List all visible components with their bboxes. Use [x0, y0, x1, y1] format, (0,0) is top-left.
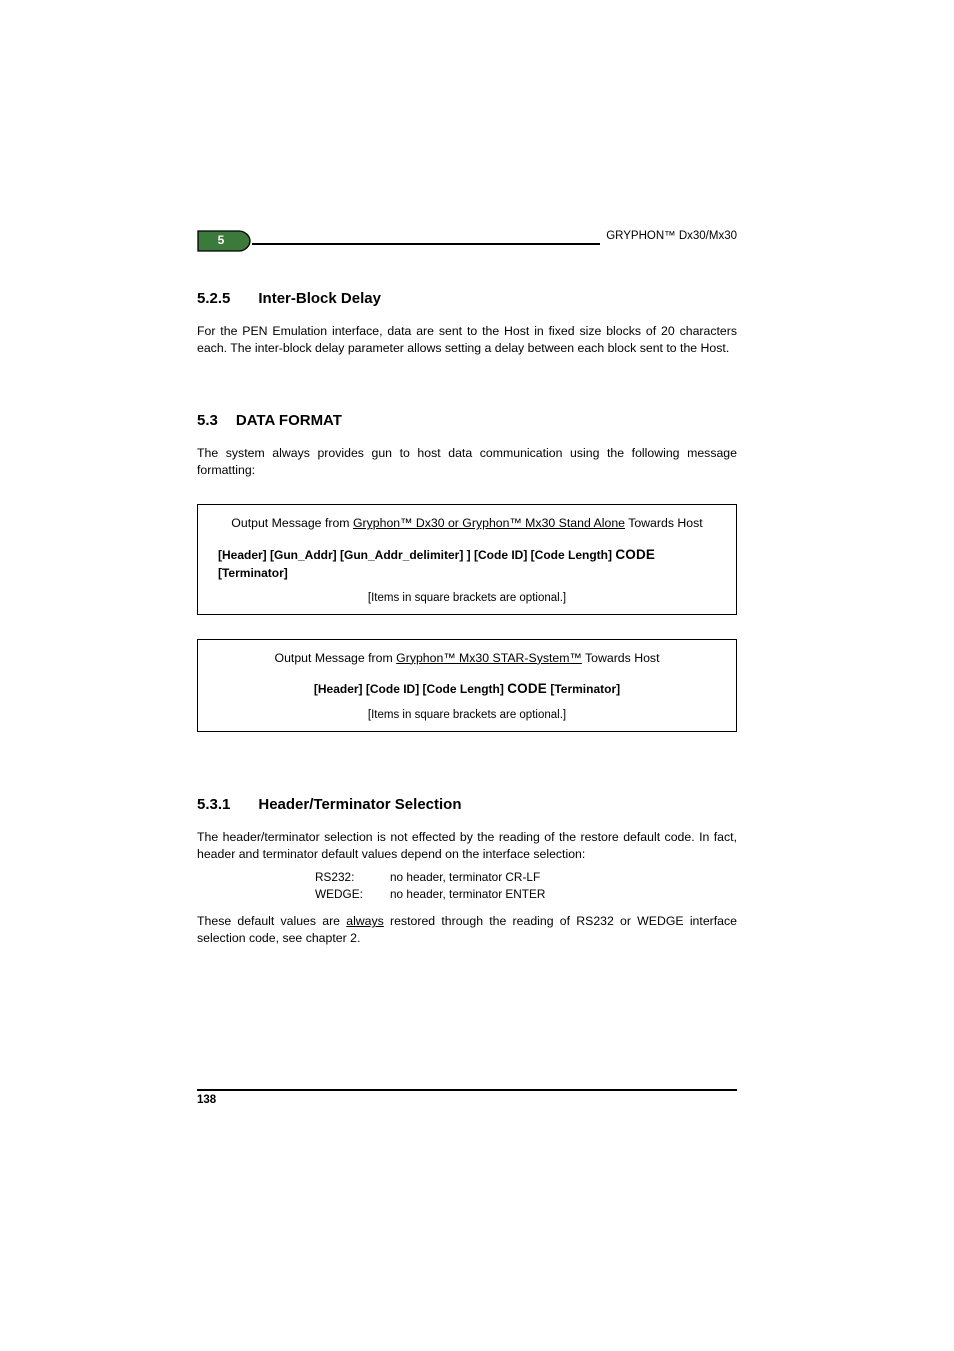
page-header: 5 GRYPHON™ Dx30/Mx30	[197, 230, 737, 252]
heading-number: 5.2.5	[197, 290, 230, 307]
paragraph-53-intro: The system always provides gun to host d…	[197, 445, 737, 478]
box2-note: [Items in square brackets are optional.]	[212, 709, 722, 721]
box2-title-link: Gryphon™ Mx30 STAR-System™	[396, 651, 582, 665]
defaults-label: WEDGE:	[315, 887, 390, 901]
chapter-badge: 5	[197, 230, 252, 252]
box1-note: [Items in square brackets are optional.]	[212, 592, 722, 604]
defaults-value: no header, terminator CR-LF	[390, 870, 540, 884]
message-box-2: Output Message from Gryphon™ Mx30 STAR-S…	[197, 639, 737, 732]
paragraph-525: For the PEN Emulation interface, data ar…	[197, 323, 737, 356]
product-label: GRYPHON™ Dx30/Mx30	[606, 230, 737, 242]
box1-title-prefix: Output Message from	[231, 516, 353, 530]
heading-number: 5.3	[197, 412, 218, 429]
box1-format: [Header] [Gun_Addr] [Gun_Addr_delimiter]…	[212, 546, 722, 582]
defaults-row: RS232: no header, terminator CR-LF	[197, 870, 737, 884]
defaults-list: RS232: no header, terminator CR-LF WEDGE…	[197, 870, 737, 901]
chapter-number: 5	[197, 230, 245, 250]
box1-title-suffix: Towards Host	[625, 516, 703, 530]
box2-title-prefix: Output Message from	[275, 651, 397, 665]
heading-title: Header/Terminator Selection	[258, 796, 461, 813]
header-rule	[252, 243, 600, 245]
box2-format-a: [Header] [Code ID] [Code Length]	[314, 682, 507, 696]
box1-format-b: [Terminator]	[218, 566, 288, 580]
box2-title: Output Message from Gryphon™ Mx30 STAR-S…	[212, 650, 722, 667]
box2-format: [Header] [Code ID] [Code Length] CODE [T…	[212, 680, 722, 699]
footer-rule	[197, 1089, 737, 1091]
heading-5-2-5: 5.2.5 Inter-Block Delay	[197, 290, 737, 307]
defaults-value: no header, terminator ENTER	[390, 887, 545, 901]
box1-title: Output Message from Gryphon™ Dx30 or Gry…	[212, 515, 722, 532]
box1-format-a: [Header] [Gun_Addr] [Gun_Addr_delimiter]…	[218, 548, 615, 562]
box1-title-link: Gryphon™ Dx30 or Gryphon™ Mx30 Stand Alo…	[353, 516, 625, 530]
p2-underline: always	[346, 914, 384, 928]
box1-format-code: CODE	[615, 547, 655, 562]
heading-number: 5.3.1	[197, 796, 230, 813]
page-number: 138	[197, 1094, 216, 1106]
heading-title: DATA FORMAT	[236, 412, 342, 429]
heading-title: Inter-Block Delay	[258, 290, 381, 307]
paragraph-531-2: These default values are always restored…	[197, 913, 737, 946]
defaults-label: RS232:	[315, 870, 390, 884]
heading-5-3: 5.3 DATA FORMAT	[197, 412, 737, 429]
p2-a: These default values are	[197, 914, 346, 928]
paragraph-531-1: The header/terminator selection is not e…	[197, 829, 737, 862]
box2-title-suffix: Towards Host	[582, 651, 660, 665]
box2-format-b: [Terminator]	[547, 682, 620, 696]
message-box-1: Output Message from Gryphon™ Dx30 or Gry…	[197, 504, 737, 614]
heading-5-3-1: 5.3.1 Header/Terminator Selection	[197, 796, 737, 813]
page-content: 5 GRYPHON™ Dx30/Mx30 5.2.5 Inter-Block De…	[197, 230, 737, 947]
box2-format-code: CODE	[507, 681, 547, 696]
defaults-row: WEDGE: no header, terminator ENTER	[197, 887, 737, 901]
